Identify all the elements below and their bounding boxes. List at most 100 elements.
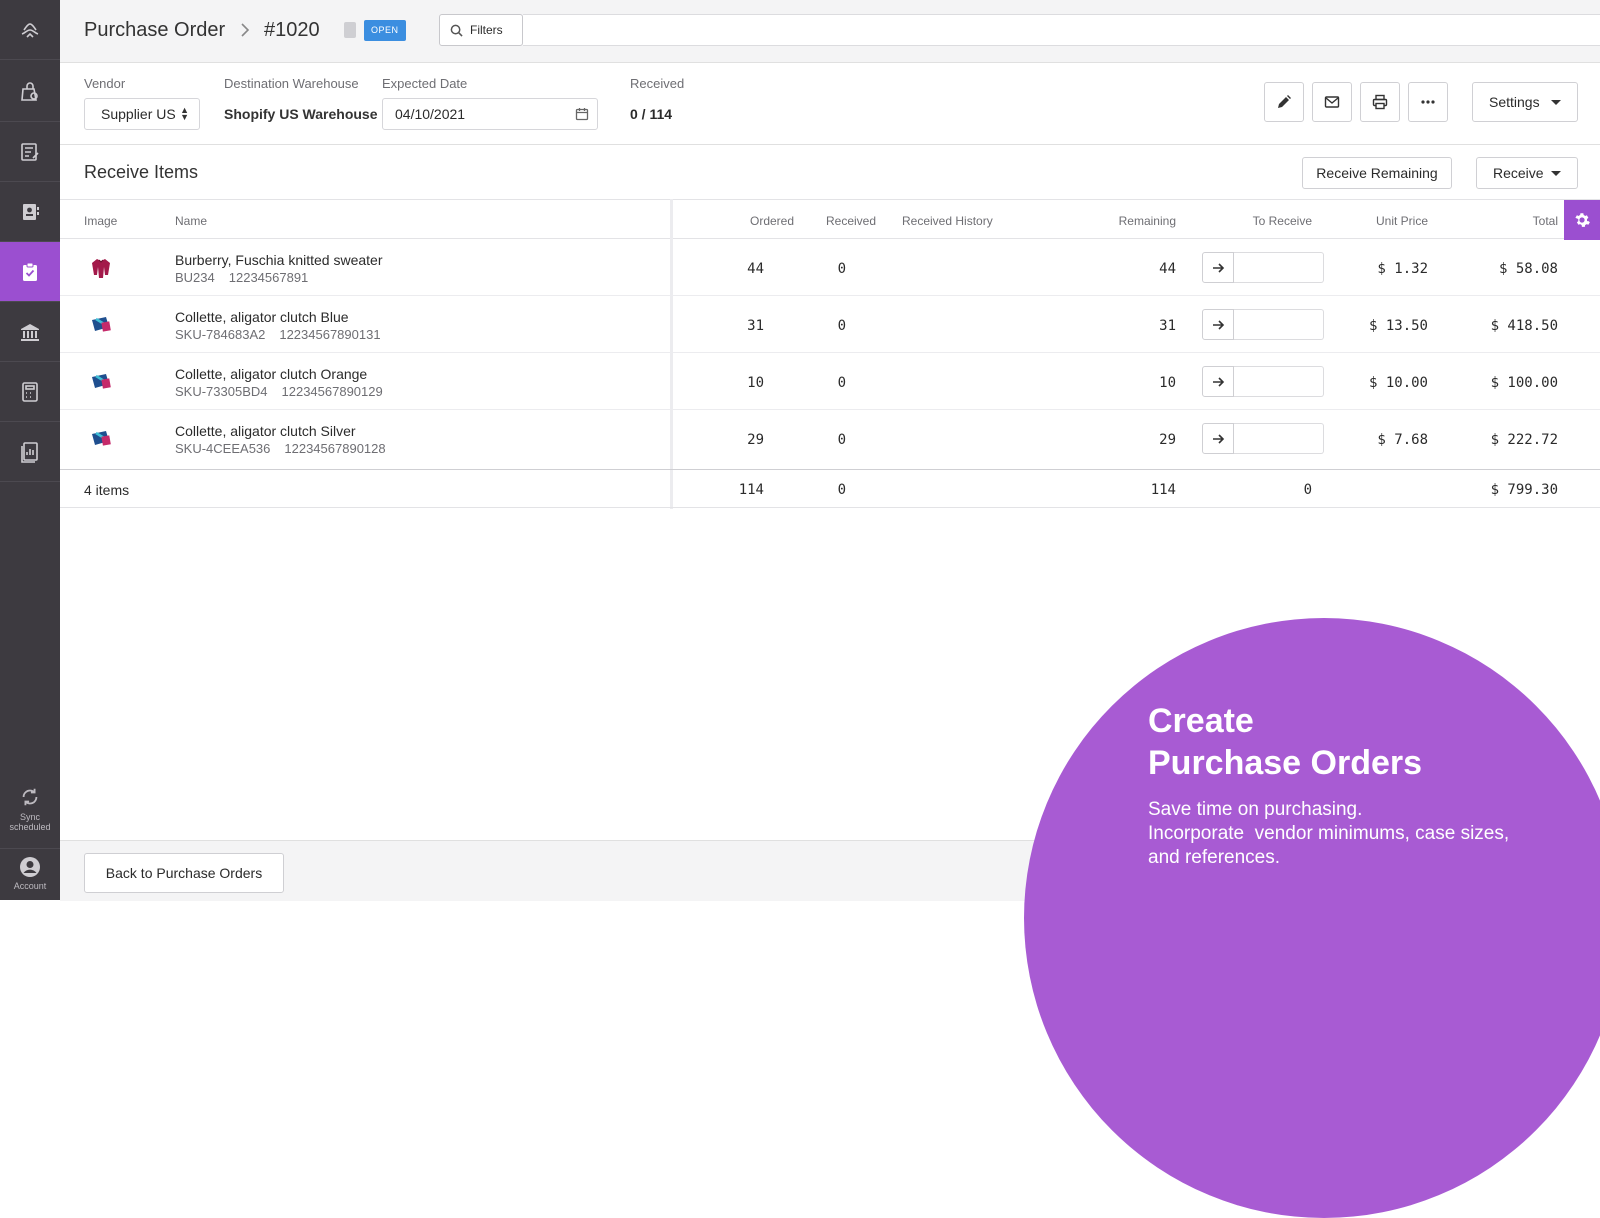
sidebar-item-vendors[interactable] xyxy=(0,182,60,242)
filters-button[interactable]: Filters xyxy=(439,14,523,46)
col-remaining[interactable]: Remaining xyxy=(1118,214,1176,228)
settings-dropdown[interactable]: Settings xyxy=(1472,82,1578,122)
receive-label: Receive xyxy=(1493,165,1544,181)
product-barcode: 12234567890128 xyxy=(284,441,386,456)
product-sku-barcode: SKU-4CEEA536 12234567890128 xyxy=(175,441,386,456)
reports-icon xyxy=(21,441,38,463)
ordered-total: 114 xyxy=(738,482,764,498)
gear-icon xyxy=(1575,213,1590,227)
remaining-value: 29 xyxy=(1159,432,1176,448)
sidebar-item-reorder[interactable] xyxy=(0,62,60,122)
receive-all-button[interactable] xyxy=(1202,309,1234,340)
product-name[interactable]: Collette, aligator clutch Silver xyxy=(175,423,356,439)
promo-title-line1: Create xyxy=(1148,702,1254,740)
order-info: Vendor Supplier US ▲ ▼ Destination Wareho… xyxy=(60,62,1600,145)
settings-label: Settings xyxy=(1489,94,1540,110)
breadcrumb-purchase-order[interactable]: Purchase Order xyxy=(84,19,226,41)
expected-date-input[interactable]: 04/10/2021 xyxy=(382,98,598,130)
search-input[interactable] xyxy=(523,14,1600,46)
col-total[interactable]: Total xyxy=(1532,214,1558,228)
remaining-value: 31 xyxy=(1159,318,1176,334)
product-barcode: 12234567891 xyxy=(228,270,309,285)
items-count: 4 items xyxy=(84,482,130,498)
sync-status[interactable]: Sync scheduled xyxy=(0,780,60,844)
table-footer: 4 items 114 0 114 0 $ 799.30 xyxy=(60,469,1600,508)
ordered-value: 44 xyxy=(747,261,764,277)
sync-label-sub: scheduled xyxy=(9,822,51,832)
table-row: Burberry, Fuschia knitted sweater BU234 1… xyxy=(60,239,1600,296)
arrow-right-icon xyxy=(1213,433,1225,444)
received-value: 0 / 114 xyxy=(630,106,673,122)
to-receive-input[interactable] xyxy=(1234,309,1324,340)
arrow-right-icon xyxy=(1213,319,1225,330)
col-to-receive[interactable]: To Receive xyxy=(1252,214,1312,228)
col-received-history[interactable]: Received History xyxy=(902,214,993,228)
col-image: Image xyxy=(84,214,118,228)
back-to-purchase-orders-button[interactable]: Back to Purchase Orders xyxy=(84,853,284,893)
product-name[interactable]: Collette, aligator clutch Blue xyxy=(175,309,349,325)
vendor-value: Supplier US xyxy=(101,106,176,122)
promo-text: Save time on purchasing. Incorporate ven… xyxy=(1148,798,1578,870)
print-button[interactable] xyxy=(1360,82,1400,122)
grand-total: $ 799.30 xyxy=(1490,482,1558,498)
edit-button[interactable] xyxy=(1264,82,1304,122)
col-unit-price[interactable]: Unit Price xyxy=(1375,214,1428,228)
table-row: Collette, aligator clutch Orange SKU-733… xyxy=(60,353,1600,410)
more-button[interactable] xyxy=(1408,82,1448,122)
remaining-total: 114 xyxy=(1150,482,1176,498)
product-name[interactable]: Burberry, Fuschia knitted sweater xyxy=(175,252,383,268)
printer-icon xyxy=(1372,94,1388,110)
logo-icon[interactable] xyxy=(0,0,60,60)
ordered-value: 29 xyxy=(747,432,764,448)
promo-text-line1: Save time on purchasing. xyxy=(1148,799,1363,820)
promo-title-line2: Purchase Orders xyxy=(1148,744,1423,782)
total-value: $ 418.50 xyxy=(1490,318,1558,334)
sweater-thumbnail xyxy=(92,259,110,278)
product-name[interactable]: Collette, aligator clutch Orange xyxy=(175,366,368,382)
sidebar-item-purchase-orders[interactable] xyxy=(0,242,60,302)
sidebar-item-inventory[interactable] xyxy=(0,122,60,182)
receive-all-button[interactable] xyxy=(1202,252,1234,283)
to-receive-total: 0 xyxy=(1303,482,1312,498)
col-name[interactable]: Name xyxy=(175,214,208,228)
total-value: $ 222.72 xyxy=(1490,432,1558,448)
inventory-icon xyxy=(21,142,39,161)
select-arrows-icon: ▲ ▼ xyxy=(180,105,189,122)
calculator-icon xyxy=(22,381,38,402)
vendor-select[interactable]: Supplier US ▲ ▼ xyxy=(84,98,200,130)
table-header: Image Name Ordered Received Received His… xyxy=(60,199,1600,240)
to-receive-input[interactable] xyxy=(1234,423,1324,454)
col-ordered[interactable]: Ordered xyxy=(750,214,795,228)
to-receive-input[interactable] xyxy=(1234,252,1324,283)
receive-remaining-button[interactable]: Receive Remaining xyxy=(1302,157,1452,189)
receive-all-button[interactable] xyxy=(1202,366,1234,397)
unit-price-value: $ 13.50 xyxy=(1368,318,1428,334)
promo-text-line2: Incorporate vendor minimums, case sizes, xyxy=(1148,823,1510,844)
account-button[interactable]: Account xyxy=(0,848,60,900)
ordered-value: 10 xyxy=(747,375,764,391)
receive-dropdown[interactable]: Receive xyxy=(1476,157,1578,189)
col-received[interactable]: Received xyxy=(826,214,877,228)
sidebar-item-reports[interactable] xyxy=(0,422,60,482)
product-sku-barcode: SKU-784683A2 12234567890131 xyxy=(175,327,381,342)
receive-items-title: Receive Items xyxy=(84,162,199,182)
purchase-orders-icon xyxy=(23,262,37,281)
table-row: Collette, aligator clutch Silver SKU-4CE… xyxy=(60,410,1600,469)
received-value: 0 xyxy=(837,375,846,391)
clutch-thumbnail xyxy=(92,431,111,446)
status-badge: OPEN xyxy=(364,20,406,41)
header: Purchase Order #1020 OPEN Filters xyxy=(60,0,1600,63)
promo-text-line3: and references. xyxy=(1148,847,1281,868)
date-label: Expected Date xyxy=(382,76,468,91)
product-sku-barcode: SKU-73305BD4 12234567890129 xyxy=(175,384,383,399)
table-settings-button[interactable] xyxy=(1564,200,1600,240)
envelope-icon xyxy=(1324,96,1340,108)
to-receive-input[interactable] xyxy=(1234,366,1324,397)
received-total: 0 xyxy=(837,482,846,498)
sidebar-item-calculator[interactable] xyxy=(0,362,60,422)
document-icon xyxy=(344,22,356,38)
product-sku: BU234 xyxy=(175,270,215,285)
receive-all-button[interactable] xyxy=(1202,423,1234,454)
email-button[interactable] xyxy=(1312,82,1352,122)
sidebar-item-warehouse[interactable] xyxy=(0,302,60,362)
